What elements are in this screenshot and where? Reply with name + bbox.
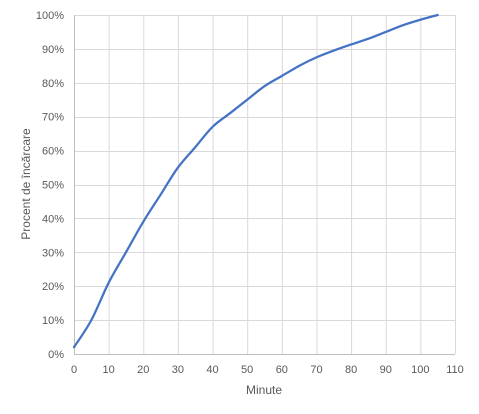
x-tick-label: 100 [411,364,429,376]
y-tick-label: 0% [48,349,64,361]
y-tick-label: 10% [42,315,64,327]
series-line [72,13,439,349]
x-tick-label: 50 [241,364,253,376]
y-tick-label: 70% [42,112,64,124]
x-tick-label: 40 [206,364,218,376]
x-tick-label: 70 [310,364,322,376]
x-tick-label: 80 [345,364,357,376]
series-layer [72,13,439,349]
y-tick-label: 30% [42,247,64,259]
y-tick-label: 100% [36,10,64,22]
y-tick-label: 60% [42,146,64,158]
x-tick-label: 20 [137,364,149,376]
y-tick-label: 40% [42,213,64,225]
x-tick-label: 30 [172,364,184,376]
y-axis-title: Procent de încărcare [19,128,33,240]
y-tick-labels: 0% 10% 20% 30% 40% 50% 60% 70% 80% 90% 100% [36,10,64,361]
x-tick-label: 10 [103,364,115,376]
x-tick-label: 90 [380,364,392,376]
x-tick-label: 0 [71,364,77,376]
axes [74,15,455,355]
x-tick-label: 60 [276,364,288,376]
x-tick-label: 110 [446,364,464,376]
gridlines [74,15,456,354]
y-tick-label: 50% [42,180,64,192]
y-tick-label: 90% [42,44,64,56]
y-tick-label: 20% [42,281,64,293]
x-tick-labels: 0 10 20 30 40 50 60 70 80 90 100 110 [71,364,464,376]
x-axis-title: Minute [246,383,282,397]
y-tick-label: 80% [42,78,64,90]
